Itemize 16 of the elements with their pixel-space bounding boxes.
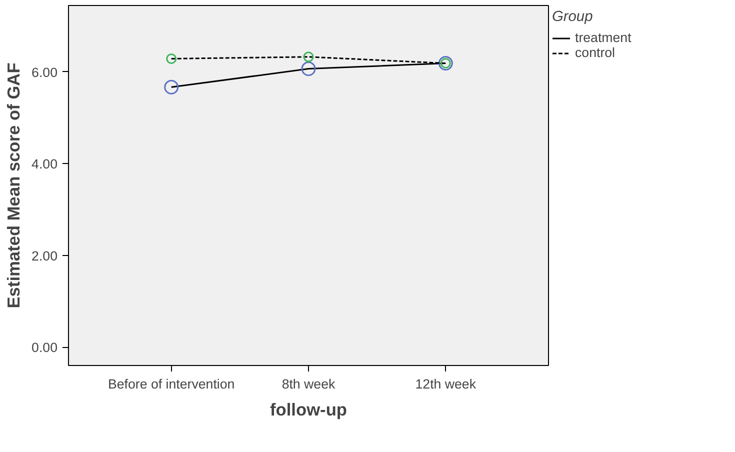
legend-title: Group bbox=[552, 9, 594, 25]
point bbox=[303, 52, 314, 62]
x-tick-label: 8th week bbox=[282, 376, 336, 392]
y-tick-label: 4.00 bbox=[32, 156, 58, 172]
x-tick-label: Before of intervention bbox=[108, 376, 235, 392]
point bbox=[301, 62, 316, 76]
y-axis-title: Estimated Mean score of GAF bbox=[4, 62, 24, 308]
point bbox=[166, 53, 177, 64]
legend-label: treatment bbox=[575, 30, 632, 45]
x-tick-label: 12th week bbox=[415, 376, 476, 392]
x-axis-title: follow-up bbox=[270, 400, 348, 420]
y-tick-label: 6.00 bbox=[32, 64, 58, 80]
y-tick-label: 0.00 bbox=[32, 340, 58, 356]
legend-label: control bbox=[575, 45, 616, 60]
y-tick-label: 2.00 bbox=[32, 248, 58, 264]
point bbox=[164, 80, 179, 94]
